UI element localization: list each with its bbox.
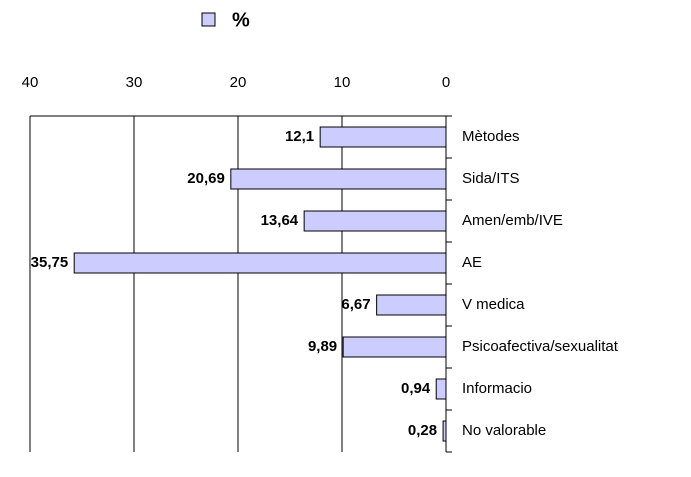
x-tick-label: 20 [230,74,247,91]
bar [435,378,447,400]
category-label: AE [462,254,482,271]
bar [230,168,447,190]
x-tick-label: 40 [22,74,39,91]
x-tick-label: 30 [126,74,143,91]
category-label: V medica [462,296,525,313]
category-label: Amen/emb/IVE [462,212,563,229]
bar [319,126,447,148]
bar [376,294,447,316]
bar [303,210,447,232]
bar [442,420,447,442]
value-label: 12,1 [285,128,314,145]
category-label: Psicoafectiva/sexualitat [462,338,619,355]
value-label: 9,89 [308,338,337,355]
x-tick-label: 0 [442,74,450,91]
category-label: Sida/ITS [462,170,520,187]
bar [342,336,447,358]
x-tick-label: 10 [334,74,351,91]
value-label: 35,75 [31,254,69,271]
category-label: Mètodes [462,128,520,145]
category-label: Informacio [462,380,532,397]
legend-swatch [201,12,216,27]
value-label: 20,69 [187,170,225,187]
legend-label: % [232,9,250,31]
value-label: 13,64 [261,212,299,229]
value-label: 0,94 [401,380,431,397]
value-label: 0,28 [408,422,437,439]
value-label: 6,67 [341,296,370,313]
bar [73,252,447,274]
category-label: No valorable [462,422,546,439]
